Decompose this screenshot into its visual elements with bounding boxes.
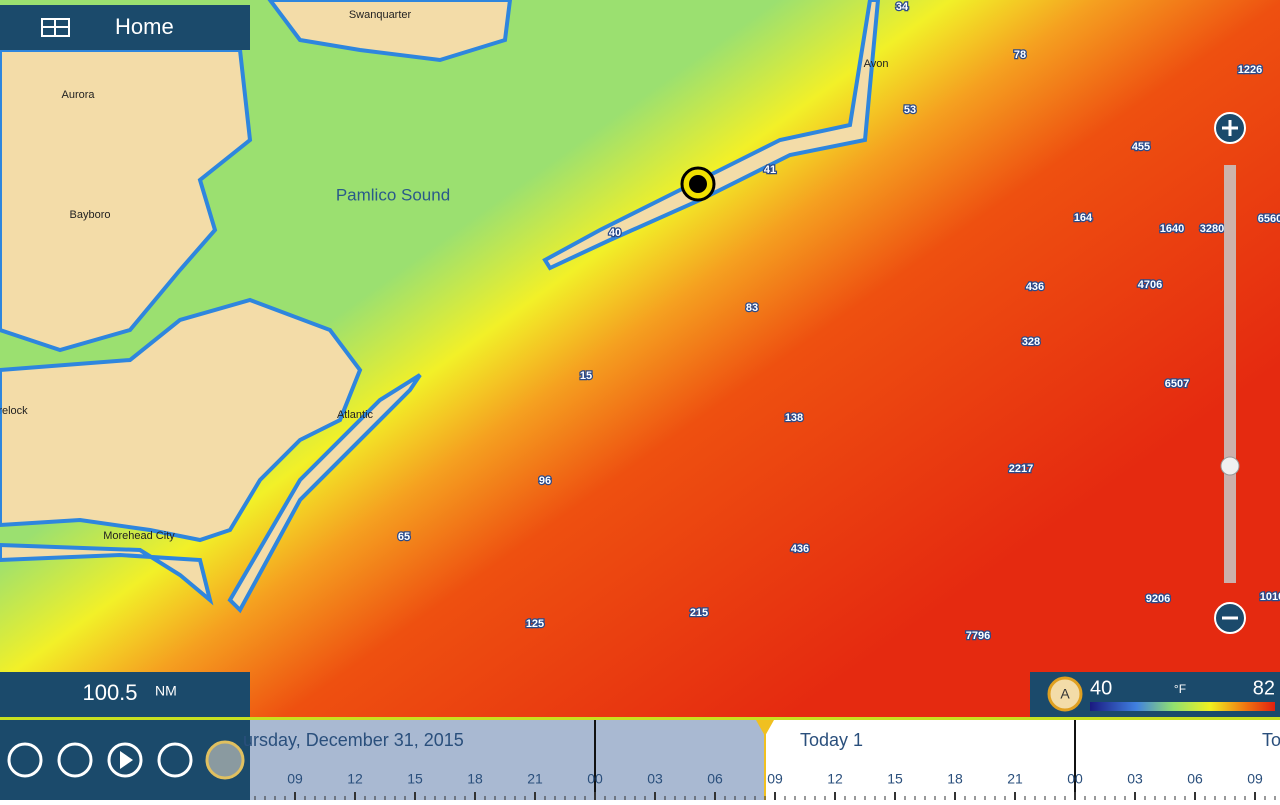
temperature-legend: A 40 °F 82 <box>1030 672 1280 717</box>
depth-label: 96 <box>539 475 551 487</box>
time-cursor-handle[interactable] <box>756 720 774 736</box>
depth-label: 436 <box>1026 281 1044 293</box>
hour-label: 06 <box>1187 771 1203 787</box>
depth-label: 215 <box>690 607 708 619</box>
depth-label: 15 <box>580 370 592 382</box>
depth-label: 53 <box>904 104 916 116</box>
depth-label: 1226 <box>1238 64 1262 76</box>
place-labels: Swanquarter Aurora Bayboro Pamlico Sound Avo… <box>0 9 888 542</box>
hour-label: 15 <box>887 771 903 787</box>
hour-label: 09 <box>287 771 303 787</box>
legend-max: 82 <box>1253 677 1275 699</box>
depth-label: 6560 <box>1258 213 1280 225</box>
place-label: relock <box>0 405 28 417</box>
hour-label: 15 <box>407 771 423 787</box>
hour-ticks: 09 12 15 18 21 00 03 06 09 12 15 18 21 00 03 06 09 <box>254 771 1276 800</box>
clock-button[interactable] <box>205 740 245 780</box>
depth-label: 455 <box>1132 141 1150 153</box>
playback-bar: ursday, December 31, 2015 Today 1 To <box>0 720 1280 800</box>
place-label: Aurora <box>61 89 95 101</box>
depth-label: 41 <box>764 164 776 176</box>
hour-label: 09 <box>767 771 783 787</box>
place-label: Morehead City <box>103 530 175 542</box>
divider <box>0 717 1280 720</box>
depth-label: 164 <box>1074 212 1093 224</box>
depth-label: 78 <box>1014 49 1026 61</box>
hour-label: 12 <box>827 771 843 787</box>
depth-label: 34 <box>896 1 909 13</box>
distance-unit: NM <box>155 683 177 699</box>
header-title[interactable]: Home <box>115 14 174 39</box>
depth-label: 1010 <box>1260 591 1280 603</box>
timeline-next: To <box>1262 730 1280 750</box>
legend-scale <box>1090 702 1275 711</box>
timeline-past[interactable] <box>250 720 765 800</box>
hour-label: 03 <box>1127 771 1143 787</box>
land <box>0 0 881 614</box>
depth-label: 138 <box>785 412 803 424</box>
depth-label: 4706 <box>1138 279 1162 291</box>
depth-label: 7796 <box>966 630 990 642</box>
legend-mode[interactable]: A <box>1060 686 1070 702</box>
distance-box: 100.5 NM <box>0 672 250 717</box>
hour-label: 09 <box>1247 771 1263 787</box>
hour-label: 00 <box>587 771 603 787</box>
depth-labels: 34 78 1226 53 455 41 40 164 1640 3280 6560 83 436 470… <box>397 0 1280 643</box>
depth-label: 40 <box>609 227 621 239</box>
depth-label: 436 <box>791 543 809 555</box>
app-header[interactable]: Home <box>0 5 250 50</box>
depth-label: 9206 <box>1146 593 1170 605</box>
hour-label: 03 <box>647 771 663 787</box>
depth-label: 328 <box>1022 336 1040 348</box>
hour-label: 18 <box>947 771 963 787</box>
hour-label: 00 <box>1067 771 1083 787</box>
depth-label: 1640 <box>1160 223 1184 235</box>
step-forward-button[interactable] <box>157 742 193 778</box>
depth-label: 83 <box>746 302 758 314</box>
legend-mode-button[interactable] <box>1047 676 1083 712</box>
zoom-control[interactable] <box>1214 112 1246 634</box>
legend-min: 40 <box>1090 677 1112 699</box>
timeline-future[interactable] <box>765 720 1280 800</box>
place-label: Avon <box>864 58 889 70</box>
hour-label: 21 <box>1007 771 1023 787</box>
hour-label: 21 <box>527 771 543 787</box>
depth-label: 65 <box>398 531 410 543</box>
skip-start-button[interactable] <box>7 742 43 778</box>
hour-label: 12 <box>347 771 363 787</box>
place-label: Bayboro <box>70 209 111 221</box>
hour-label: 06 <box>707 771 723 787</box>
zoom-track[interactable] <box>1224 165 1236 583</box>
vessel-marker-core <box>689 175 707 193</box>
depth-label: 6507 <box>1165 378 1189 390</box>
place-label: Swanquarter <box>349 9 412 21</box>
zoom-thumb[interactable] <box>1220 456 1240 476</box>
step-back-button[interactable] <box>57 742 93 778</box>
timeline-date: ursday, December 31, 2015 <box>243 730 464 750</box>
place-label: Pamlico Sound <box>336 185 450 204</box>
distance-value: 100.5 <box>82 680 137 705</box>
depth-label: 3280 <box>1200 223 1224 235</box>
depth-label: 2217 <box>1009 463 1033 475</box>
play-button[interactable] <box>107 742 143 778</box>
legend-unit: °F <box>1174 682 1186 696</box>
timeline-today: Today 1 <box>800 730 863 750</box>
place-label: Atlantic <box>337 409 374 421</box>
depth-label: 125 <box>526 618 544 630</box>
play-icon <box>120 751 133 769</box>
zoom-in-icon <box>1222 120 1238 136</box>
distance-bg <box>0 672 250 717</box>
hour-label: 18 <box>467 771 483 787</box>
